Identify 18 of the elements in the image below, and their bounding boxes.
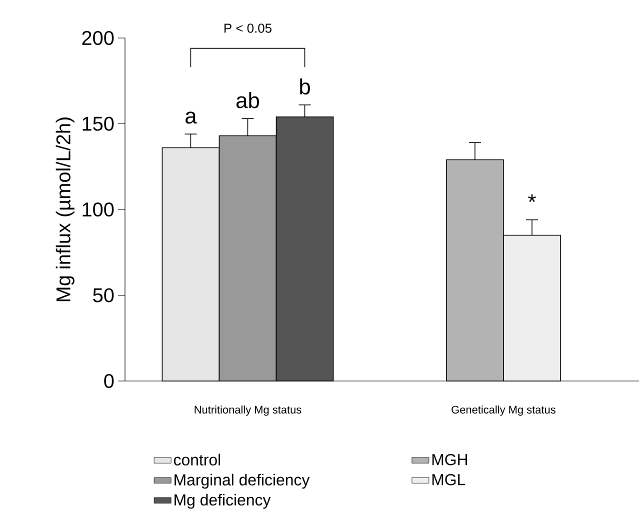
legend-label: MGH bbox=[432, 454, 468, 466]
legend-label: Mg deficiency bbox=[174, 494, 271, 509]
data-label: * bbox=[528, 194, 536, 202]
x-tick-label: Genetically Mg status bbox=[452, 406, 556, 416]
y-tick-label: 200 bbox=[82, 30, 114, 46]
data-label: ab bbox=[236, 92, 260, 108]
x-tick-label: Nutritionally Mg status bbox=[194, 406, 302, 416]
data-label: b bbox=[300, 78, 310, 95]
y-tick-label: 100 bbox=[82, 202, 114, 217]
y-tick-label: 50 bbox=[93, 288, 114, 302]
data-label: a bbox=[186, 112, 197, 124]
y-axis-title: Mg influx (µmol/L/2h) bbox=[56, 118, 74, 302]
legend-label: Marginal deficiency bbox=[174, 474, 310, 489]
y-tick-label: 0 bbox=[104, 374, 114, 388]
legend-label: MGL bbox=[432, 474, 466, 486]
legend-label: control bbox=[174, 454, 220, 466]
y-tick-label: 150 bbox=[82, 116, 114, 131]
text: P < 0.05 bbox=[224, 24, 272, 33]
